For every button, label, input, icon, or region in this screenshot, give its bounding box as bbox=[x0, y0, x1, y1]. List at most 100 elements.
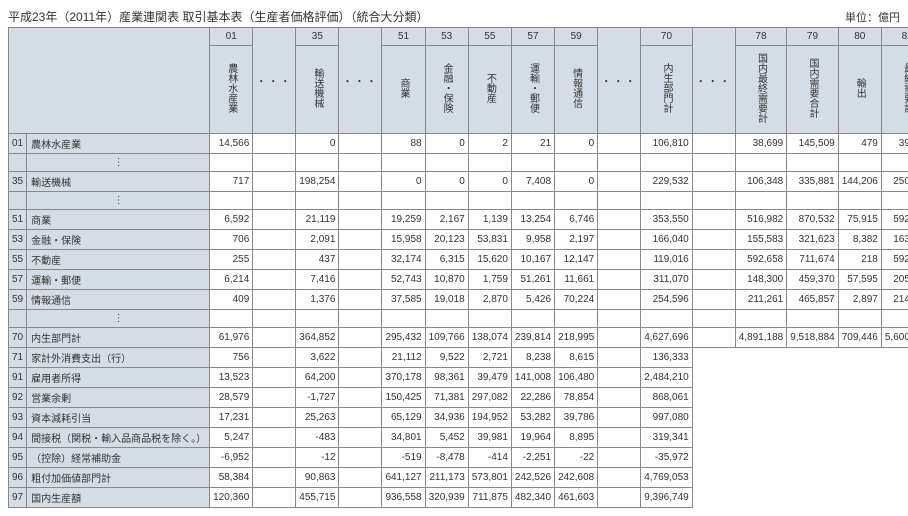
row-label-59: 情報通信 bbox=[27, 290, 210, 310]
cell: 19,964 bbox=[511, 428, 554, 448]
cell: 109,766 bbox=[425, 328, 468, 348]
cell bbox=[253, 408, 296, 428]
cell: 8,238 bbox=[511, 348, 554, 368]
row-id-51: 51 bbox=[9, 210, 27, 230]
vdots-label: ⋮ bbox=[27, 310, 210, 328]
cell bbox=[598, 172, 641, 192]
vdots-cell bbox=[735, 154, 787, 172]
cell: 70,224 bbox=[555, 290, 598, 310]
col-id-53: 53 bbox=[425, 28, 468, 46]
cell bbox=[339, 230, 382, 250]
cell bbox=[598, 408, 641, 428]
cell bbox=[253, 448, 296, 468]
cell: 2,484,210 bbox=[641, 368, 693, 388]
cell: 211,173 bbox=[425, 468, 468, 488]
vdots-cell bbox=[598, 154, 641, 172]
cell bbox=[339, 468, 382, 488]
cell: 214,158 bbox=[881, 290, 908, 310]
vdots-cell bbox=[253, 310, 296, 328]
cell: 6,214 bbox=[210, 270, 253, 290]
vdots-cell bbox=[382, 154, 425, 172]
cell bbox=[339, 388, 382, 408]
vdots-cell bbox=[641, 310, 693, 328]
vdots-cell bbox=[253, 154, 296, 172]
vdots-cell bbox=[598, 192, 641, 210]
cell: 6,315 bbox=[425, 250, 468, 270]
col-id-35: 35 bbox=[296, 28, 339, 46]
cell: 106,348 bbox=[735, 172, 787, 192]
cell: 311,070 bbox=[641, 270, 693, 290]
vdots-cell bbox=[253, 192, 296, 210]
cell bbox=[339, 328, 382, 348]
cell: 319,341 bbox=[641, 428, 693, 448]
cell: 255 bbox=[210, 250, 253, 270]
cell: 335,881 bbox=[787, 172, 839, 192]
cell: 53,831 bbox=[468, 230, 511, 250]
cell: 573,801 bbox=[468, 468, 511, 488]
cell bbox=[253, 230, 296, 250]
cell: 75,915 bbox=[838, 210, 881, 230]
vdots-id bbox=[9, 192, 27, 210]
cell: 39,981 bbox=[468, 428, 511, 448]
cell bbox=[598, 428, 641, 448]
col-label-55: 不動産 bbox=[468, 46, 511, 134]
cell: 592,876 bbox=[881, 250, 908, 270]
cell bbox=[339, 172, 382, 192]
col-dots: ・・・ bbox=[598, 28, 641, 134]
cell: 1,139 bbox=[468, 210, 511, 230]
vdots-cell bbox=[692, 154, 735, 172]
cell: 11,661 bbox=[555, 270, 598, 290]
vdots-cell bbox=[296, 192, 339, 210]
cell: 39,178 bbox=[881, 134, 908, 154]
row-label-70: 内生部門計 bbox=[27, 328, 210, 348]
cell: 22,286 bbox=[511, 388, 554, 408]
vdots-cell bbox=[511, 154, 554, 172]
cell: 37,585 bbox=[382, 290, 425, 310]
cell: 9,522 bbox=[425, 348, 468, 368]
cell: -6,952 bbox=[210, 448, 253, 468]
vdots-cell bbox=[210, 154, 253, 172]
vdots-cell bbox=[425, 310, 468, 328]
cell: 10,167 bbox=[511, 250, 554, 270]
cell: 5,247 bbox=[210, 428, 253, 448]
cell bbox=[253, 348, 296, 368]
col-label-70: 内生部門計 bbox=[641, 46, 693, 134]
cell bbox=[253, 210, 296, 230]
cell: 15,620 bbox=[468, 250, 511, 270]
cell: 19,018 bbox=[425, 290, 468, 310]
cell: 0 bbox=[296, 134, 339, 154]
cell bbox=[339, 428, 382, 448]
cell: 21 bbox=[511, 134, 554, 154]
cell: 254,596 bbox=[641, 290, 693, 310]
cell bbox=[253, 428, 296, 448]
col-dots: ・・・ bbox=[339, 28, 382, 134]
col-label-78: 国内最終需要計 bbox=[735, 46, 787, 134]
row-label-91: 雇用者所得 bbox=[27, 368, 210, 388]
cell: 211,261 bbox=[735, 290, 787, 310]
cell: 10,870 bbox=[425, 270, 468, 290]
cell: 641,127 bbox=[382, 468, 425, 488]
cell: 717 bbox=[210, 172, 253, 192]
vdots-cell bbox=[296, 154, 339, 172]
cell bbox=[692, 134, 735, 154]
cell bbox=[598, 368, 641, 388]
cell: 0 bbox=[555, 172, 598, 192]
table-row: 96粗付加価値部門計58,38490,863641,127211,173573,… bbox=[9, 468, 908, 488]
cell bbox=[339, 250, 382, 270]
vdots-id bbox=[9, 310, 27, 328]
cell: 868,061 bbox=[641, 388, 693, 408]
col-id-01: 01 bbox=[210, 28, 253, 46]
cell: 756 bbox=[210, 348, 253, 368]
cell: 98,361 bbox=[425, 368, 468, 388]
table-row: 35輸送機械717198,2540007,4080229,532106,3483… bbox=[9, 172, 908, 192]
cell bbox=[598, 210, 641, 230]
cell: 8,615 bbox=[555, 348, 598, 368]
cell: 997,080 bbox=[641, 408, 693, 428]
table-row: 92営業余剰28,579-1,727150,42571,381297,08222… bbox=[9, 388, 908, 408]
vdots-cell bbox=[598, 310, 641, 328]
cell: 20,123 bbox=[425, 230, 468, 250]
cell bbox=[598, 468, 641, 488]
cell: 19,259 bbox=[382, 210, 425, 230]
cell: 136,333 bbox=[641, 348, 693, 368]
cell: 145,509 bbox=[787, 134, 839, 154]
